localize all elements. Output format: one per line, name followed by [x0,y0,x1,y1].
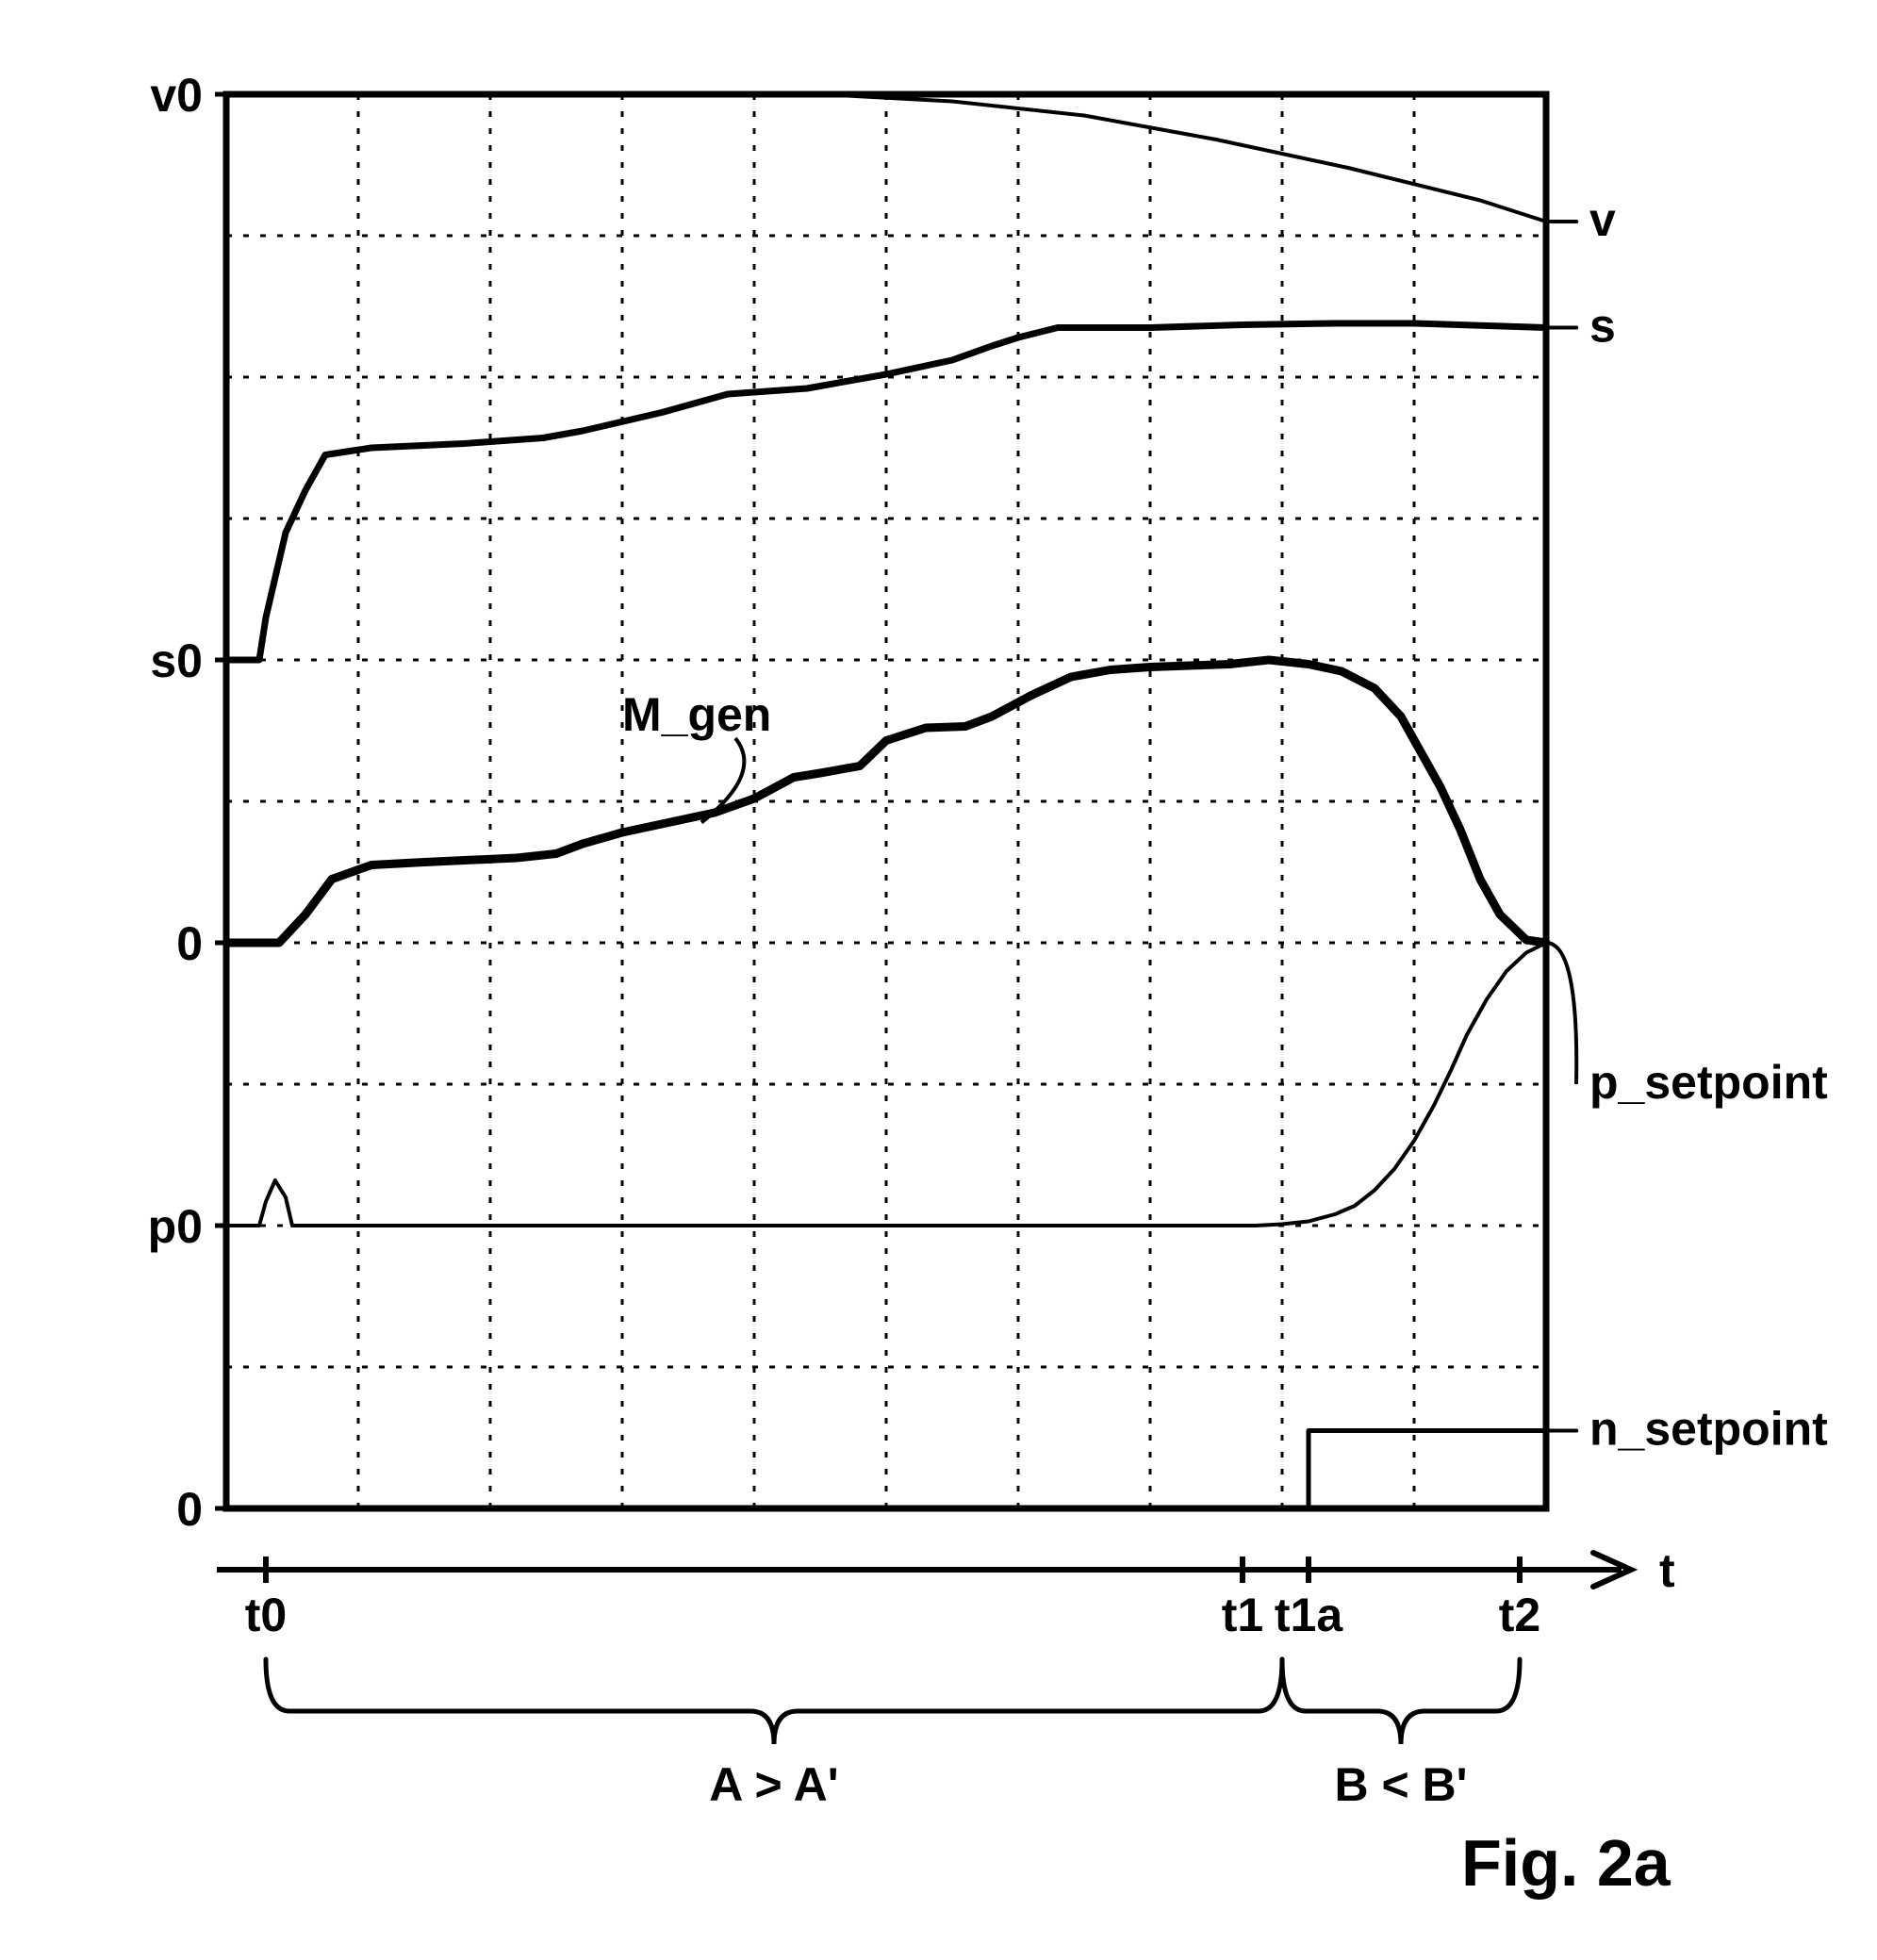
y-tick-label: 0 [176,917,203,970]
x-tick-label: t0 [245,1589,287,1641]
figure-caption: Fig. 2a [1461,1826,1671,1900]
x-axis-label: t [1659,1544,1675,1597]
y-tick-label: p0 [148,1200,203,1253]
x-tick-label: t2 [1499,1589,1540,1641]
y-tick-label: s0 [150,634,203,687]
y-tick-label: 0 [176,1483,203,1536]
figure-2a-chart: v0 s0 0 p0 0 t t0 t1t1a t2 M_gen v s p_setpoint n_set… [0,0,1877,1955]
series-label-v: v [1589,193,1616,246]
y-tick-label: v0 [150,69,203,122]
x-tick-label: t1 [1222,1589,1263,1641]
brace-label-B: B < B' [1334,1758,1467,1811]
series-label-M_gen: M_gen [622,688,771,741]
x-tick-label: t1a [1275,1589,1343,1641]
series-label-p_setpoint: p_setpoint [1589,1056,1828,1109]
brace-label-A: A > A' [709,1758,838,1811]
series-label-n_setpoint: n_setpoint [1589,1403,1828,1456]
series-label-s: s [1589,300,1616,353]
